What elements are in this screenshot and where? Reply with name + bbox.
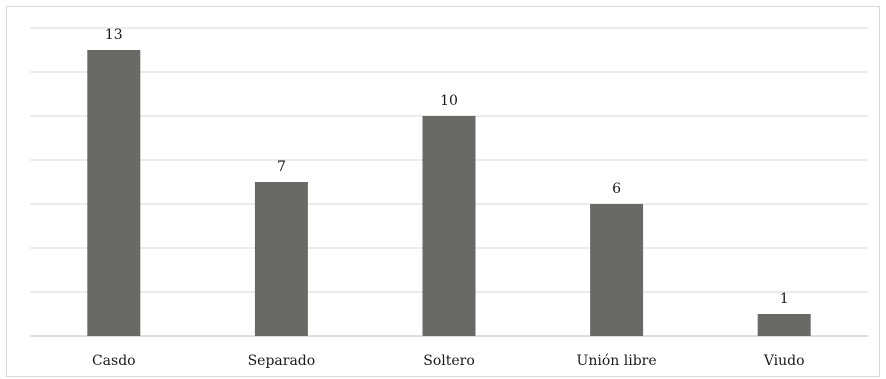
data-label: 7 — [277, 159, 286, 175]
bar-unión-libre — [590, 204, 644, 336]
x-tick-label: Viudo — [763, 353, 805, 369]
bar-soltero — [422, 116, 476, 336]
x-tick-label: Unión libre — [577, 353, 657, 369]
data-label: 6 — [612, 181, 621, 197]
bar-separado — [254, 182, 308, 336]
x-tick-label: Separado — [248, 353, 316, 369]
x-tick-label: Soltero — [423, 353, 475, 369]
data-label: 1 — [780, 291, 789, 307]
data-labels: 13 7 10 6 1 — [105, 27, 789, 307]
x-axis-tick-labels: Casdo Separado Soltero Unión libre Viudo — [92, 353, 805, 369]
x-tick-label: Casdo — [92, 353, 136, 369]
data-label: 13 — [105, 27, 123, 43]
bar-casdo — [87, 50, 141, 336]
data-label: 10 — [440, 93, 458, 109]
bars — [87, 50, 811, 336]
bar-viudo — [757, 314, 811, 336]
